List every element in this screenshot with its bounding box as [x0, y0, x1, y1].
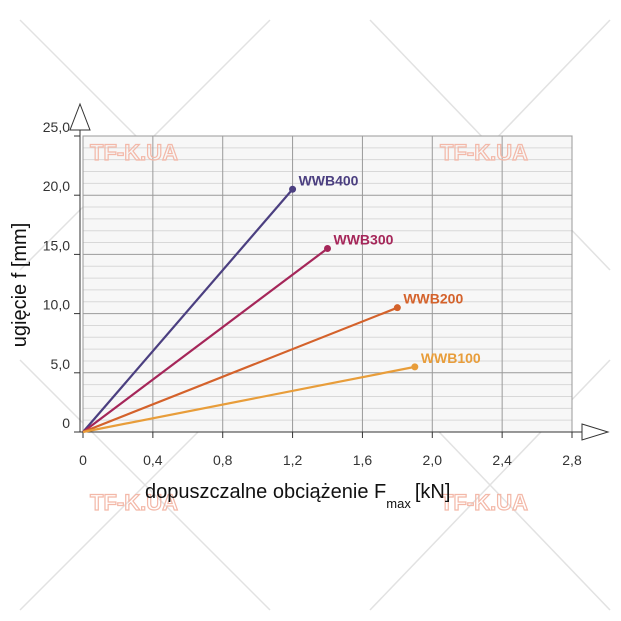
series-line — [82, 306, 398, 434]
x-tick-label: 0,4 — [143, 452, 163, 468]
series-label: WWB200 — [403, 291, 463, 307]
axes — [69, 102, 610, 441]
series-line — [82, 365, 416, 434]
watermark: TF-K.UA — [440, 490, 528, 515]
grid — [82, 135, 573, 433]
x-tick-label: 2,8 — [562, 452, 582, 468]
y-tick-label: 10,0 — [43, 297, 70, 313]
watermark: TF-K.UA — [90, 490, 178, 515]
x-axis-title: dopuszczalne obciążenie Fmax [kN] — [145, 481, 450, 511]
watermark: TF-K.UA — [440, 140, 528, 165]
x-axis-title-sub: max — [386, 496, 411, 511]
x-tick-label: 2,0 — [423, 452, 443, 468]
end-point — [393, 304, 401, 312]
x-tick-label: 2,4 — [492, 452, 512, 468]
x-tick-label: 1,2 — [283, 452, 303, 468]
x-axis-title-unit: [kN] — [415, 481, 451, 503]
end-point — [289, 185, 297, 193]
end-point — [411, 363, 419, 371]
x-tick-label: 0,8 — [213, 452, 233, 468]
series-label: WWB300 — [334, 231, 394, 247]
series-line — [82, 188, 294, 433]
x-tick-label: 0 — [79, 452, 87, 468]
y-tick-label: 15,0 — [43, 237, 70, 253]
end-point — [324, 244, 331, 252]
watermark: TF-K.UA — [90, 140, 178, 165]
y-axis-title: ugięcie f [mm] — [9, 223, 31, 347]
y-tick-label: 0 — [62, 415, 70, 431]
y-tick-label: 20,0 — [43, 178, 70, 194]
y-tick-label: 5,0 — [51, 356, 71, 372]
x-axis-title-main: dopuszczalne obciążenie F — [145, 481, 386, 503]
series-line — [82, 247, 329, 433]
y-tick-label: 25,0 — [43, 119, 70, 135]
series-label: WWB100 — [421, 350, 481, 366]
series-label: WWB400 — [299, 172, 359, 188]
x-tick-label: 1,6 — [353, 452, 373, 468]
